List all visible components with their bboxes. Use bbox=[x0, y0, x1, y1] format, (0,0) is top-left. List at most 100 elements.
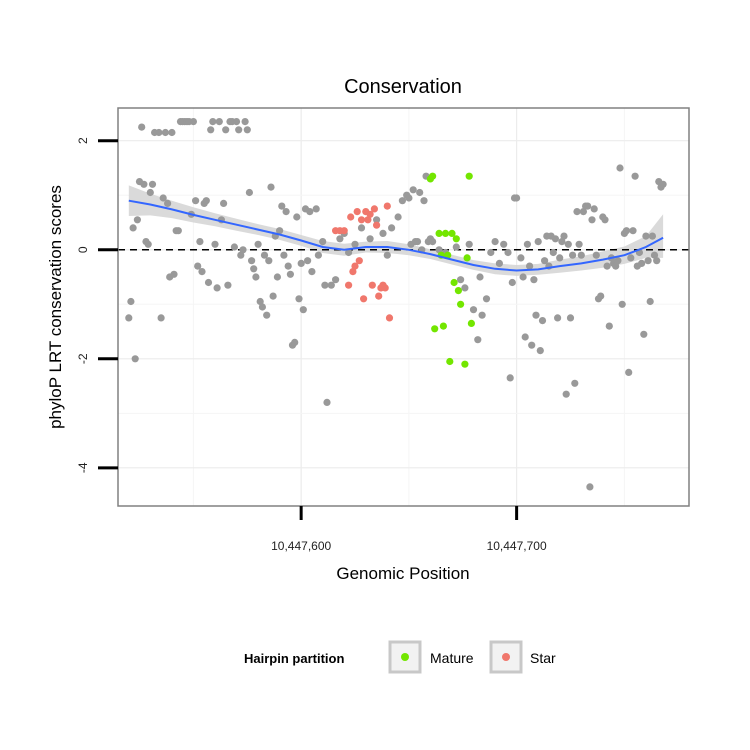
data-point-star bbox=[340, 227, 348, 235]
data-point-other bbox=[394, 213, 402, 221]
data-point-mature bbox=[457, 300, 465, 308]
data-point-other bbox=[133, 216, 141, 224]
data-point-other bbox=[299, 306, 307, 314]
data-point-mature bbox=[435, 229, 443, 237]
x-axis-tick-label: 10,447,600 bbox=[271, 539, 331, 553]
plot-background bbox=[118, 108, 689, 506]
data-point-other bbox=[603, 262, 611, 270]
data-point-star bbox=[370, 205, 378, 213]
axes: 10,447,600 10,447,700 -4 -2 0 2 bbox=[76, 137, 547, 553]
smooth-line bbox=[128, 199, 664, 272]
data-point-other bbox=[198, 268, 206, 276]
data-point-other bbox=[482, 295, 491, 303]
data-point-other bbox=[631, 172, 639, 180]
legend-entry-star: Star bbox=[489, 640, 556, 674]
data-point-other bbox=[282, 208, 290, 216]
data-point-star bbox=[364, 216, 372, 224]
data-point-star bbox=[381, 284, 389, 292]
data-point-other bbox=[618, 300, 626, 308]
data-point-mature bbox=[441, 229, 450, 237]
data-point-other bbox=[366, 235, 374, 243]
data-point-other bbox=[286, 270, 294, 278]
data-point-other bbox=[138, 123, 146, 131]
y-axis-title: phyloP LRT conservation scores bbox=[46, 185, 65, 429]
plot-panel bbox=[117, 107, 690, 507]
data-point-other bbox=[416, 188, 424, 197]
legend-marker-mature bbox=[401, 653, 409, 661]
data-point-other bbox=[465, 240, 473, 248]
data-point-other bbox=[549, 248, 557, 257]
data-point-other bbox=[345, 248, 353, 257]
data-point-other bbox=[224, 281, 232, 289]
y-axis-tick-label: -4 bbox=[76, 462, 90, 473]
data-point-other bbox=[409, 186, 417, 194]
data-point-other bbox=[478, 311, 486, 319]
data-point-other bbox=[235, 126, 243, 134]
data-point-other bbox=[144, 240, 152, 248]
data-point-other bbox=[398, 197, 406, 205]
data-point-other bbox=[273, 273, 281, 281]
data-point-star bbox=[375, 292, 383, 300]
data-point-other bbox=[254, 240, 262, 248]
data-point-other bbox=[474, 336, 482, 344]
data-point-other bbox=[560, 232, 568, 240]
data-point-other bbox=[321, 281, 329, 289]
data-point-other bbox=[125, 314, 133, 322]
data-point-star bbox=[349, 268, 357, 276]
data-point-other bbox=[314, 251, 322, 259]
data-point-other bbox=[526, 262, 534, 270]
data-point-other bbox=[222, 126, 230, 134]
data-point-other bbox=[569, 251, 577, 259]
data-point-other bbox=[405, 194, 413, 202]
data-point-other bbox=[579, 208, 588, 216]
y-axis-tick-label: -2 bbox=[76, 353, 90, 364]
chart-title: Conservation bbox=[344, 76, 462, 98]
data-point-other bbox=[196, 238, 204, 246]
data-point-other bbox=[625, 368, 633, 376]
data-point-other bbox=[575, 240, 583, 248]
data-point-other bbox=[284, 262, 292, 270]
data-point-other bbox=[519, 273, 527, 281]
data-point-star bbox=[368, 281, 376, 289]
data-point-other bbox=[232, 118, 241, 126]
data-point-other bbox=[263, 311, 271, 319]
data-point-mature bbox=[448, 229, 456, 237]
data-point-other bbox=[513, 194, 521, 202]
data-point-other bbox=[573, 208, 581, 216]
legend-label-mature: Mature bbox=[430, 650, 474, 666]
data-point-mature bbox=[452, 235, 460, 243]
data-point-other bbox=[213, 284, 221, 292]
data-point-other bbox=[174, 227, 182, 235]
data-point-other bbox=[168, 128, 176, 137]
data-point-star bbox=[355, 257, 363, 265]
data-point-other bbox=[241, 118, 249, 126]
data-point-mature bbox=[454, 287, 462, 295]
data-point-other bbox=[506, 374, 514, 382]
data-point-other bbox=[146, 188, 154, 197]
data-point-other bbox=[452, 243, 460, 251]
data-point-star bbox=[347, 213, 355, 221]
data-point-other bbox=[528, 341, 536, 349]
data-point-other bbox=[590, 205, 598, 213]
data-point-other bbox=[164, 199, 172, 207]
data-point-other bbox=[157, 314, 165, 322]
data-point-other bbox=[252, 273, 260, 281]
data-point-other bbox=[127, 297, 135, 306]
legend-marker-star bbox=[502, 653, 510, 661]
data-point-other bbox=[536, 347, 544, 355]
data-point-other bbox=[312, 205, 320, 213]
data-point-other bbox=[215, 118, 223, 126]
data-point-star bbox=[373, 221, 381, 229]
data-point-other bbox=[640, 330, 648, 338]
data-point-other bbox=[627, 254, 635, 262]
data-point-other bbox=[601, 216, 609, 224]
data-point-other bbox=[457, 276, 465, 284]
data-point-other bbox=[517, 254, 525, 262]
data-point-other bbox=[207, 126, 215, 134]
x-axis-tick-label: 10,447,700 bbox=[487, 539, 547, 553]
data-point-other bbox=[461, 284, 469, 292]
data-point-other bbox=[256, 297, 264, 306]
data-point-other bbox=[293, 213, 301, 221]
data-point-other bbox=[211, 240, 219, 248]
